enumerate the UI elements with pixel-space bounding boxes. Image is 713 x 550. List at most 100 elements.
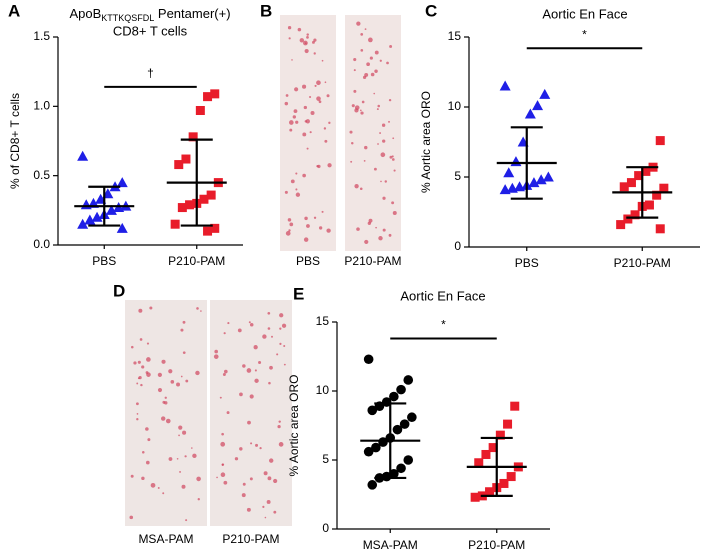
chart-title: Aortic En Face	[542, 6, 627, 21]
stain-dot	[287, 26, 292, 30]
stain-dot	[180, 375, 183, 378]
data-point	[474, 458, 484, 468]
stain-dot	[239, 447, 243, 451]
data-point	[619, 182, 629, 192]
y-tick-label: 0	[322, 521, 329, 535]
stain-dot	[267, 476, 272, 481]
data-point	[499, 184, 511, 195]
stain-dot	[351, 142, 354, 145]
y-tick-label: 5	[454, 169, 461, 183]
stain-dot	[302, 132, 307, 137]
stain-dot	[279, 327, 282, 330]
stain-dot	[157, 387, 163, 393]
stain-dot	[176, 382, 181, 387]
stain-dot	[249, 323, 254, 327]
stain-dot	[297, 27, 302, 32]
stain-dot	[179, 470, 181, 473]
data-point	[195, 105, 205, 115]
stain-dot	[382, 196, 386, 200]
data-point	[655, 136, 665, 146]
stain-dot	[196, 476, 201, 482]
stain-dot	[273, 478, 278, 484]
data-point	[177, 203, 187, 213]
stain-dot	[180, 328, 184, 332]
stain-dot	[291, 59, 293, 61]
stain-dot	[213, 354, 219, 359]
data-point	[77, 150, 89, 161]
data-point	[203, 92, 213, 102]
data-point	[655, 224, 665, 234]
stain-dot	[241, 493, 246, 498]
stain-dot	[306, 35, 309, 39]
chart-title: ApoBKTTKQSFDL Pentamer(+)	[69, 6, 230, 23]
data-point	[630, 210, 640, 220]
data-point	[514, 181, 526, 192]
stain-dot	[285, 231, 291, 236]
stain-dot	[304, 48, 309, 54]
data-point	[363, 446, 374, 457]
stain-dot	[324, 81, 327, 84]
y-axis-label: % Aortic area ORO	[419, 91, 433, 193]
stain-dot	[150, 482, 156, 488]
stain-dot	[313, 38, 317, 42]
stain-dot	[388, 233, 392, 237]
data-point	[616, 220, 626, 230]
image-panel-d	[125, 300, 292, 526]
stain-dot	[267, 311, 271, 315]
data-point	[116, 222, 128, 233]
stain-dot	[316, 96, 321, 101]
stain-dot	[285, 94, 289, 97]
stain-dot	[376, 108, 379, 111]
stain-dot	[370, 72, 375, 77]
stain-dot	[384, 180, 388, 183]
stain-dot	[258, 360, 262, 364]
stain-dot	[377, 143, 379, 145]
stain-dot	[392, 137, 395, 140]
stain-dot	[182, 320, 186, 324]
data-point	[363, 354, 374, 365]
stain-dot	[157, 487, 160, 489]
data-point	[91, 211, 103, 222]
stain-dot	[268, 381, 271, 385]
stain-dot	[184, 455, 187, 458]
stain-dot	[289, 128, 293, 132]
stain-dot	[255, 443, 259, 447]
stain-dot	[161, 359, 166, 364]
stain-dot	[316, 80, 321, 86]
panel-label: A	[8, 1, 20, 20]
stain-dot	[288, 120, 294, 125]
stain-dot	[295, 192, 301, 197]
stain-dot	[303, 40, 308, 46]
stain-dot	[302, 84, 307, 89]
stain-dot	[130, 474, 134, 478]
stain-dot	[287, 218, 292, 222]
stain-dot	[323, 127, 327, 130]
stain-dot	[250, 442, 253, 445]
data-point	[485, 487, 495, 497]
stain-dot	[254, 378, 259, 383]
data-point	[470, 492, 480, 502]
data-point	[499, 80, 511, 91]
data-point	[634, 171, 644, 181]
aorta-image	[210, 300, 292, 526]
data-point	[652, 190, 662, 200]
stain-dot	[219, 396, 222, 399]
stain-dot	[129, 515, 134, 520]
image-caption: MSA-PAM	[138, 532, 193, 546]
stain-dot	[146, 342, 150, 345]
stain-dot	[389, 45, 393, 48]
image-caption: PBS	[296, 254, 320, 268]
data-point	[539, 88, 551, 99]
stain-dot	[136, 418, 139, 421]
stain-dot	[146, 357, 151, 362]
stain-dot	[192, 453, 197, 459]
stain-dot	[380, 180, 382, 183]
y-tick-label: 0	[454, 239, 461, 253]
data-point	[644, 200, 654, 210]
y-tick-label: 1.0	[33, 99, 50, 113]
x-tick-label: P210-PAM	[468, 538, 525, 550]
stain-dot	[221, 432, 224, 436]
stain-dot	[223, 369, 228, 374]
stain-dot	[304, 120, 308, 123]
stain-dot	[249, 477, 253, 481]
